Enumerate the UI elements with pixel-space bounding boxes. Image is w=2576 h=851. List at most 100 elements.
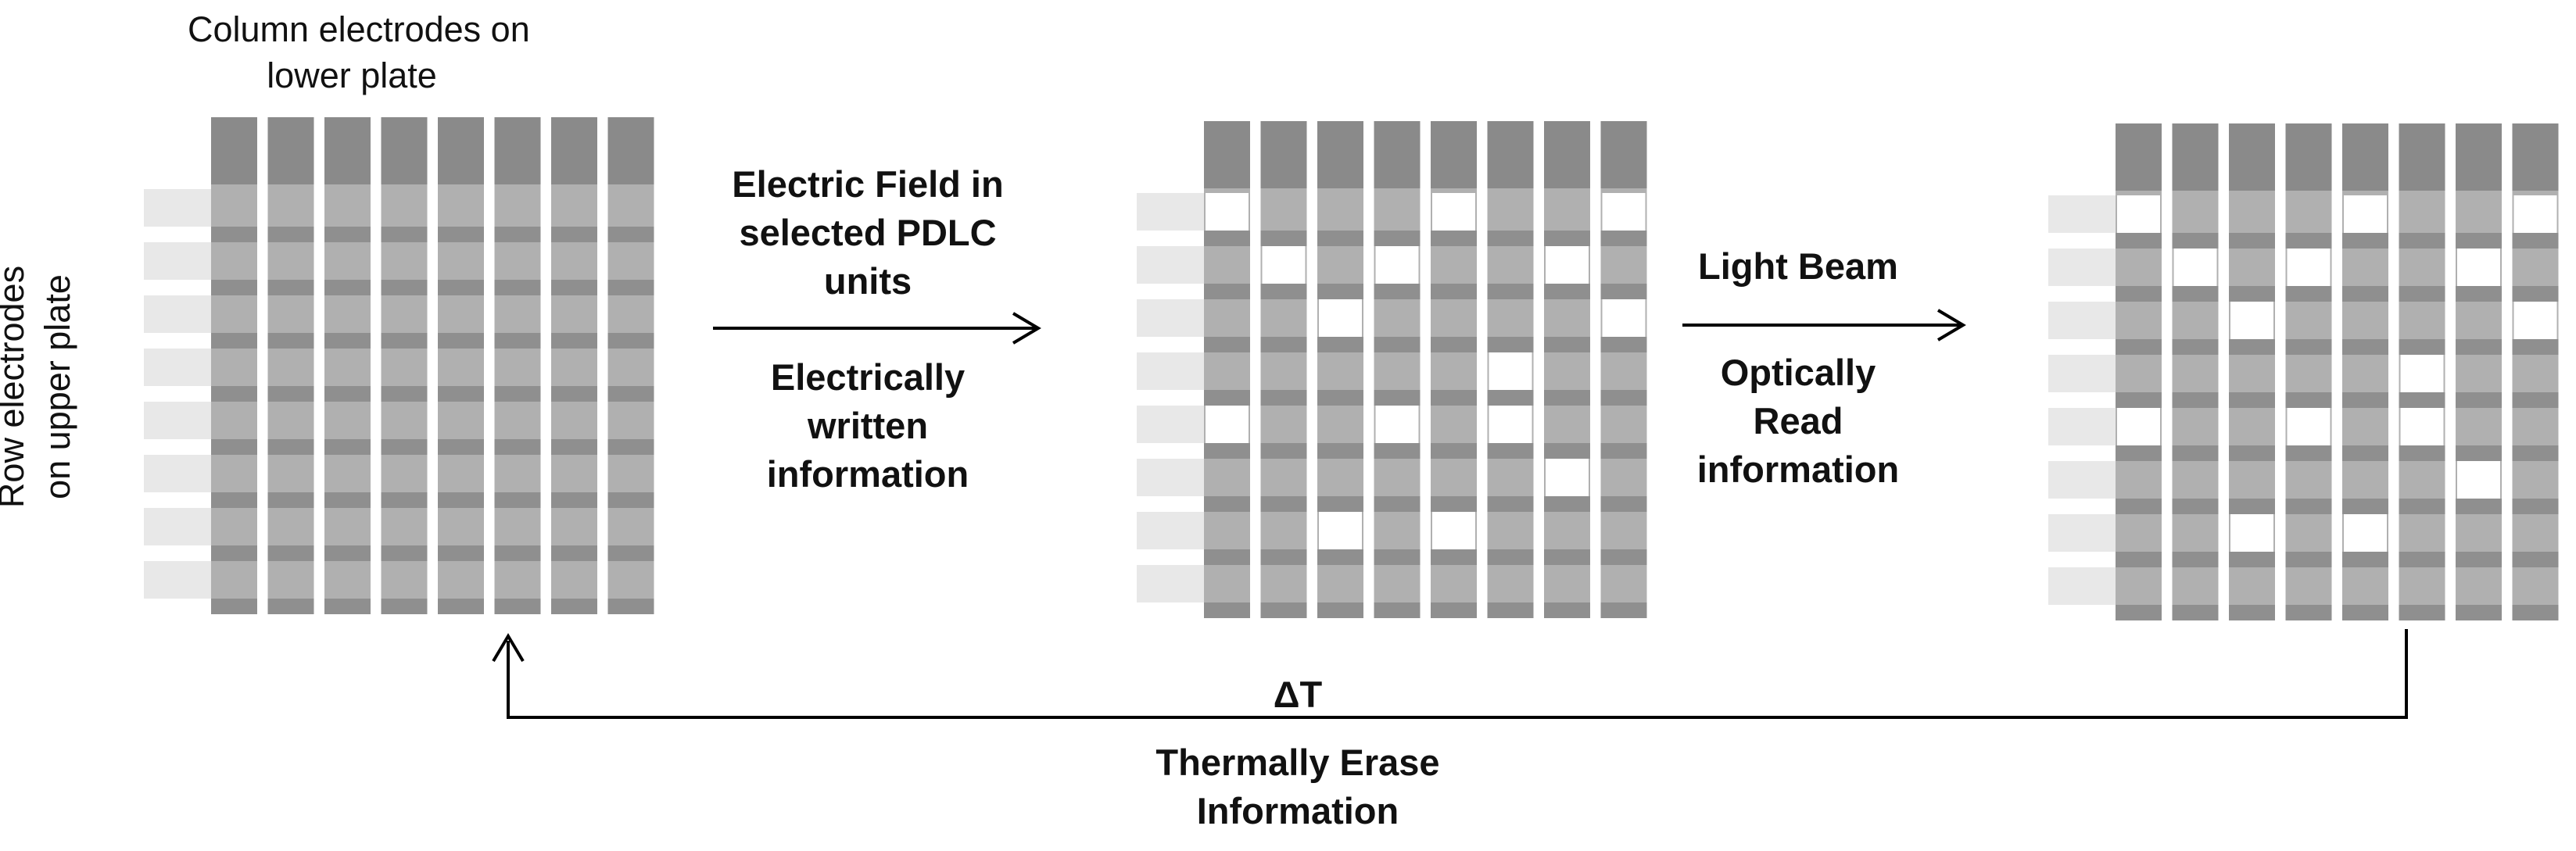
row-band [1600,390,1647,406]
delta-t-label: ΔT [1273,674,1323,715]
row-band [2116,392,2162,408]
row-band [2399,445,2445,461]
row-band [211,333,257,349]
column-electrode-header [551,117,597,184]
written-pdlc-cell [1262,246,1306,284]
column-electrode-header [2512,123,2559,191]
row-band [324,599,371,614]
row-band [211,439,257,455]
row-band [324,333,371,349]
row-electrode-stub [144,508,211,545]
row-band [1204,443,1250,459]
column-electrode-header [1431,121,1477,188]
row-band [1317,231,1363,246]
written-pdlc-cell [1206,193,1249,231]
written-pdlc-cell [1602,193,1646,231]
row-band [267,227,314,242]
row-band [2399,233,2445,249]
electrically-written-label: Electrically written information [766,356,969,495]
row-band [1374,284,1421,299]
row-band [381,227,428,242]
row-band [1260,231,1307,246]
row-band [267,333,314,349]
column-electrode-header [1487,121,1534,188]
row-band [2116,605,2162,620]
column-electrode-header [2172,123,2219,191]
row-electrode-stub [2048,355,2116,392]
row-band [2116,445,2162,461]
row-band [2285,445,2332,461]
row-band [551,545,597,561]
column-electrode-header [2229,123,2275,191]
written-pdlc-cell [2117,195,2160,233]
optically-read-label: Optically Read information [1696,352,1900,491]
row-band [438,599,484,614]
row-band [1487,337,1534,352]
row-band [2229,445,2275,461]
write-arrow-head [1012,312,1041,345]
written-pdlc-cell [2287,249,2331,286]
row-band [551,227,597,242]
row-electrode-stub [2048,408,2116,445]
row-band [607,599,654,614]
column-electrode-header [1204,121,1250,188]
row-electrode-stub [144,295,211,333]
row-band [1204,337,1250,352]
row-band [1260,390,1307,406]
grids-layer [144,117,2559,620]
row-electrode-stub [1137,512,1204,549]
row-band [1204,549,1250,565]
row-band [2229,339,2275,355]
row-electrode-stub [1137,352,1204,390]
written-grid [1137,121,1647,618]
row-band [1260,284,1307,299]
written-pdlc-cell [1546,246,1589,284]
arrows-layer [492,309,2408,719]
row-band [2229,233,2275,249]
row-band [2285,286,2332,302]
row-band [211,386,257,402]
written-pdlc-cell [2344,195,2387,233]
written-pdlc-cell [2513,302,2557,339]
row-electrode-stub [2048,195,2116,233]
row-band [324,386,371,402]
read-grid [2048,123,2559,620]
row-band [2512,233,2559,249]
row-band [1487,549,1534,565]
row-band [1431,549,1477,565]
row-band [494,439,541,455]
written-pdlc-cell [1319,299,1362,337]
written-pdlc-cell [1206,406,1249,443]
row-electrode-stub [1137,406,1204,443]
row-band [2172,605,2219,620]
row-band [1431,443,1477,459]
row-electrode-stub [2048,249,2116,286]
row-band [2342,499,2388,514]
row-band [381,439,428,455]
row-band [2399,499,2445,514]
row-band [2512,605,2559,620]
column-electrode-header [1544,121,1590,188]
written-pdlc-cell [2344,514,2387,552]
row-band [2456,605,2502,620]
column-electrode-header [494,117,541,184]
row-band [381,333,428,349]
row-band [2512,445,2559,461]
column-electrode-header [1600,121,1647,188]
row-band [2285,233,2332,249]
row-band [438,386,484,402]
row-band [1544,390,1590,406]
row-band [381,545,428,561]
row-band [381,492,428,508]
row-band [2456,233,2502,249]
row-band [1204,496,1250,512]
row-band [438,545,484,561]
column-electrode-header [2456,123,2502,191]
row-band [1487,284,1534,299]
written-pdlc-cell [2117,408,2160,445]
row-band [267,439,314,455]
column-electrode-header [1374,121,1421,188]
row-band [267,280,314,295]
column-electrodes-label: Column electrodes on lower plate [188,9,530,96]
row-band [1431,602,1477,618]
